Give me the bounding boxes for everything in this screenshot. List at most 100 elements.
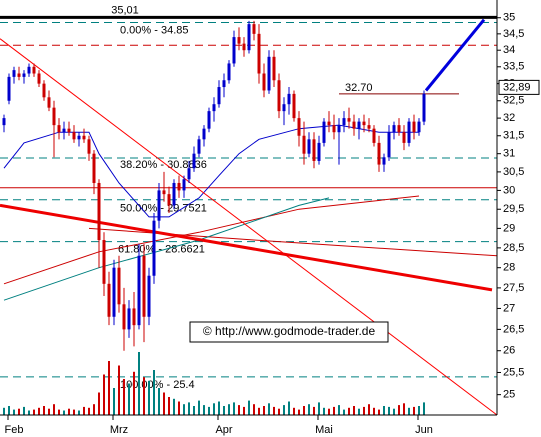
- volume-bar: [138, 352, 140, 415]
- candle-body: [292, 93, 296, 119]
- candle-body: [227, 63, 231, 81]
- candle-body: [237, 37, 241, 44]
- watermark: © http://www.godmode-trader.de: [203, 324, 376, 338]
- candle-body: [222, 80, 226, 88]
- volume-bar: [378, 409, 380, 415]
- y-tick-label: 28: [503, 262, 515, 274]
- volume-bar: [148, 380, 150, 415]
- volume-bar: [243, 406, 245, 415]
- candle-body: [162, 190, 166, 195]
- y-tick-label: 31: [503, 148, 515, 160]
- candle-body: [87, 139, 91, 154]
- candle-body: [107, 283, 111, 317]
- candle-body: [382, 157, 386, 165]
- candle-body: [302, 135, 306, 154]
- x-tick-label: Apr: [215, 424, 232, 436]
- watermark-box: [189, 321, 389, 343]
- volume-bar: [108, 361, 110, 415]
- volume-bar: [178, 401, 180, 415]
- volume-bar: [123, 379, 125, 415]
- volume-bar: [423, 402, 425, 415]
- candle-body: [422, 93, 426, 122]
- candle-body: [197, 139, 201, 154]
- candle-body: [72, 132, 76, 140]
- candle-body: [277, 80, 281, 112]
- last-price-label: 32,89: [503, 81, 531, 93]
- candle-body: [47, 97, 51, 108]
- last-price-box: [498, 79, 540, 95]
- volume-bar: [43, 406, 45, 415]
- volume-bar: [218, 401, 220, 415]
- volume-bar: [273, 406, 275, 415]
- candle-body: [92, 153, 96, 183]
- y-tick-label: 32: [503, 112, 515, 124]
- candle-body: [372, 128, 376, 143]
- volume-bar: [168, 397, 170, 415]
- y-tick-label: 25,5: [503, 366, 524, 378]
- level-label: 100.00% - 25.4: [120, 379, 195, 391]
- level-label: 38.20% - 30.8836: [120, 159, 207, 171]
- volume-bar: [28, 410, 30, 415]
- candle-body: [182, 179, 186, 191]
- volume-bar: [103, 374, 105, 415]
- volume-bar: [213, 403, 215, 415]
- y-tick-label: 29,5: [503, 203, 524, 215]
- candle-body: [27, 66, 31, 74]
- volume-bar: [73, 409, 75, 415]
- indicator-line: [3, 195, 420, 285]
- y-tick-label: 33,5: [503, 61, 524, 73]
- candle-body: [322, 121, 326, 143]
- volume-bar: [58, 409, 60, 415]
- volume-bar: [233, 402, 235, 415]
- volume-bar: [48, 408, 50, 415]
- y-tick-label: 26: [503, 345, 515, 357]
- y-tick-label: 35: [503, 12, 515, 24]
- indicator-line: [0, 38, 498, 416]
- candle-body: [192, 153, 196, 169]
- volume-bar: [313, 406, 315, 415]
- candle-body: [357, 121, 361, 129]
- volume-bar: [63, 410, 65, 415]
- level-label: 50.00% - 29.7521: [120, 203, 207, 215]
- candle-body: [132, 308, 136, 326]
- candle-body: [282, 104, 286, 112]
- volume-bar: [88, 407, 90, 415]
- volume-bar: [118, 365, 120, 415]
- candle-body: [212, 104, 216, 112]
- volume-bar: [188, 402, 190, 415]
- candle-body: [142, 255, 146, 317]
- x-tick-label: Feb: [5, 424, 24, 436]
- candle-body: [362, 121, 366, 126]
- volume-bar: [323, 407, 325, 415]
- volume-bar: [193, 406, 195, 415]
- volume-bar: [303, 406, 305, 415]
- volume-bar: [268, 403, 270, 415]
- candle-body: [312, 139, 316, 161]
- volume-bar: [8, 406, 10, 415]
- volume-bar: [208, 406, 210, 415]
- candle-body: [167, 194, 171, 206]
- candle-body: [172, 182, 176, 206]
- volume-bar: [363, 406, 365, 415]
- volume-bar: [253, 404, 255, 415]
- volume-bar: [223, 406, 225, 415]
- volume-bar: [198, 400, 200, 415]
- volume-bar: [153, 370, 155, 415]
- volume-bar: [173, 398, 175, 415]
- volume-bar: [3, 407, 5, 415]
- candle-body: [82, 135, 86, 140]
- candle-body: [377, 142, 381, 165]
- indicator-line: [88, 227, 498, 257]
- volume-bar: [203, 405, 205, 415]
- candle-body: [397, 125, 401, 133]
- candle-body: [287, 93, 291, 105]
- volume-bar: [348, 407, 350, 415]
- indicator-line: [424, 18, 486, 92]
- candle-body: [152, 220, 156, 276]
- y-tick-label: 31,5: [503, 130, 524, 142]
- candle-body: [117, 267, 121, 305]
- volume-bar: [318, 402, 320, 415]
- candle-body: [12, 70, 16, 77]
- volume-bar: [33, 409, 35, 415]
